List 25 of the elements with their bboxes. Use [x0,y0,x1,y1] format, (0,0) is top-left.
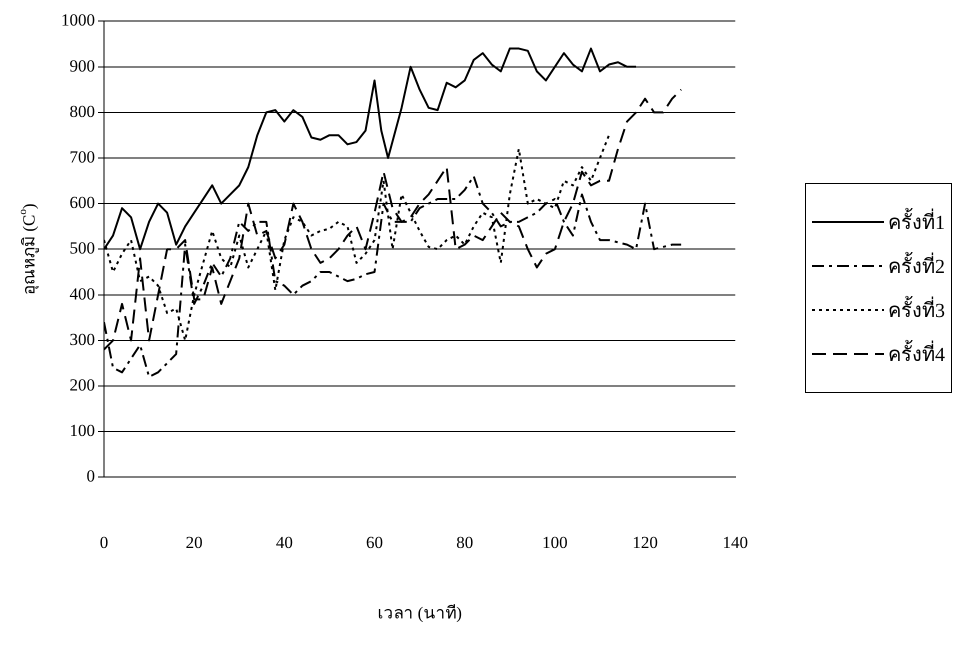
x-tick-label: 0 [100,532,108,552]
y-tick-label: 500 [70,238,95,258]
x-tick-label: 60 [366,532,384,552]
legend-label: ครั้งที่3 [888,294,945,324]
y-tick-label: 800 [70,102,95,121]
y-tick-label: 100 [70,421,95,440]
legend-label: ครั้งที่2 [888,250,945,280]
x-tick-label: 120 [632,532,658,552]
x-tick-label: 140 [722,532,748,552]
y-tick-label: 300 [70,330,95,349]
x-axis-title: เวลา (นาที) [377,603,462,622]
y-tick-label: 0 [86,466,95,486]
legend-label: ครั้งที่4 [888,338,945,368]
y-tick-label: 400 [70,284,95,304]
y-tick-label: 200 [70,375,95,394]
legend-label: ครั้งที่1 [888,206,945,236]
x-tick-label: 80 [456,532,474,552]
y-tick-label: 1000 [61,10,95,30]
y-axis-title: อุณหภูมิ (Co) [17,203,40,295]
y-tick-label: 600 [70,193,95,212]
x-tick-label: 40 [276,532,293,552]
y-tick-label: 700 [70,147,95,166]
x-tick-label: 20 [186,532,203,552]
y-tick-label: 900 [70,56,95,76]
x-tick-label: 100 [542,532,568,552]
